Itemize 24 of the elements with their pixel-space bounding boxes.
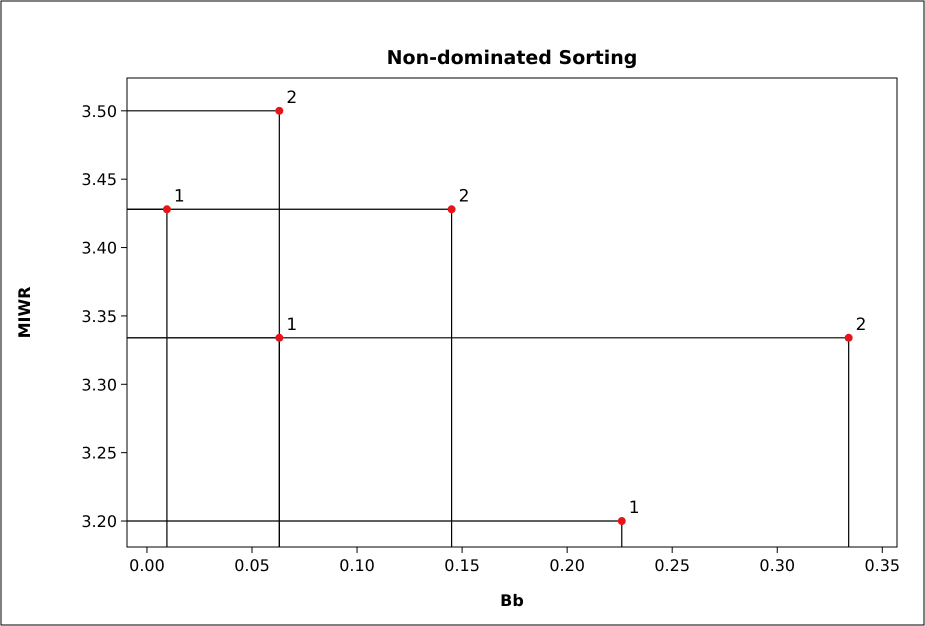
annotation: 2 bbox=[856, 314, 867, 335]
y-tick-label: 3.25 bbox=[81, 444, 117, 463]
y-tick-label: 3.35 bbox=[81, 306, 117, 326]
y-tick-label: 3.45 bbox=[81, 170, 117, 190]
y-tick-label: 3.20 bbox=[81, 512, 117, 532]
annotation: 1 bbox=[174, 186, 185, 206]
x-tick-label: 0.00 bbox=[129, 556, 165, 575]
chart-title: Non-dominated Sorting bbox=[386, 47, 638, 69]
x-tick-label: 0.25 bbox=[654, 556, 690, 575]
annotation: 1 bbox=[628, 498, 640, 518]
x-tick-label: 0.05 bbox=[234, 556, 270, 575]
x-tick-label: 0.10 bbox=[339, 556, 375, 575]
x-tick-label: 0.20 bbox=[549, 556, 585, 575]
x-axis-title: Bb bbox=[500, 591, 524, 610]
y-tick-label: 3.50 bbox=[81, 102, 117, 121]
y-axis-title: MIWR bbox=[15, 286, 34, 338]
x-tick-label: 0.35 bbox=[864, 556, 900, 575]
x-tick-label: 0.30 bbox=[759, 556, 796, 575]
x-tick-label: 0.15 bbox=[444, 556, 480, 575]
annotation: 2 bbox=[458, 186, 470, 206]
annotation: 2 bbox=[286, 88, 298, 108]
annotation: 1 bbox=[286, 314, 298, 335]
y-tick-label: 3.30 bbox=[81, 375, 117, 394]
y-tick-label: 3.40 bbox=[81, 238, 117, 258]
